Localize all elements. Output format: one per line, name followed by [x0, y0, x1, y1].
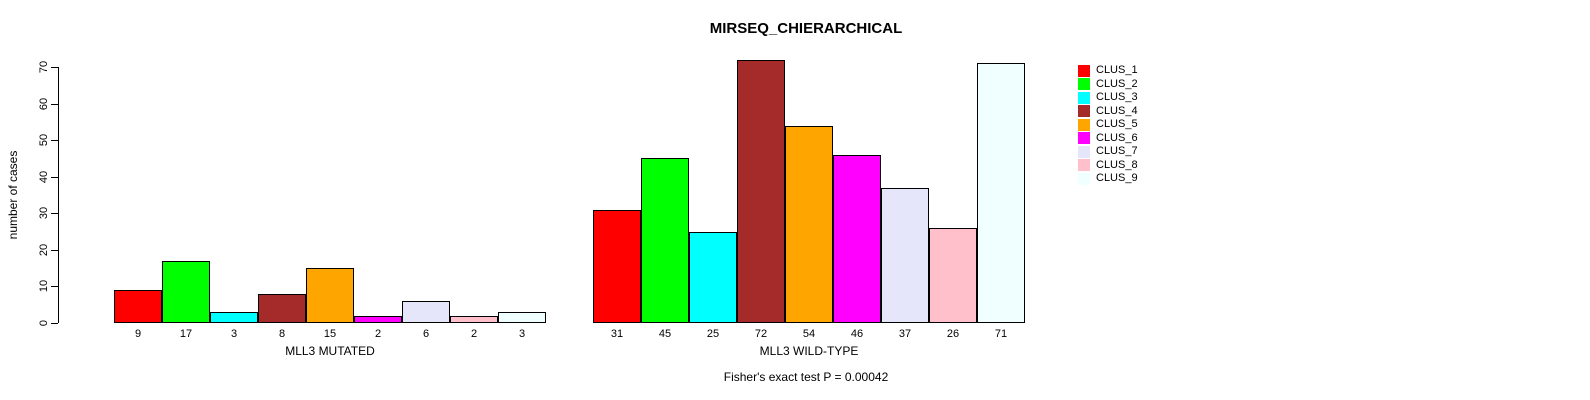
- legend-swatch-icon: [1078, 78, 1090, 91]
- x-axis-label-mll3-wild-type: MLL3 WILD-TYPE: [759, 344, 859, 358]
- bar-clus_3-group2: [689, 232, 737, 323]
- bar-value-label: 31: [610, 328, 624, 340]
- legend-swatch-icon: [1078, 91, 1090, 104]
- y-tick-label: 30: [38, 206, 50, 220]
- y-tick-label: 50: [38, 133, 50, 147]
- legend-item-clus_9: CLUS_9: [1078, 172, 1138, 186]
- bar-value-label: 46: [850, 328, 864, 340]
- bar-clus_3-group1: [210, 312, 258, 323]
- bar-value-label: 8: [278, 328, 286, 340]
- bar-clus_1-group1: [114, 290, 162, 323]
- bar-value-label: 2: [470, 328, 478, 340]
- bar-clus_8-group2: [929, 228, 977, 323]
- bar-clus_9-group2: [977, 63, 1025, 323]
- bar-clus_6-group2: [833, 155, 881, 323]
- legend-swatch-icon: [1078, 132, 1090, 145]
- legend-label: CLUS_8: [1096, 158, 1138, 171]
- bar-clus_5-group1: [306, 268, 354, 323]
- y-tick-mark: [51, 177, 58, 178]
- legend-item-clus_2: CLUS_2: [1078, 78, 1138, 92]
- legend-swatch-icon: [1078, 172, 1090, 185]
- legend-label: CLUS_5: [1096, 118, 1138, 130]
- y-tick-label: 10: [38, 279, 50, 293]
- y-tick-mark: [51, 286, 58, 287]
- legend-label: CLUS_2: [1096, 77, 1138, 90]
- y-tick-mark: [51, 213, 58, 214]
- y-tick-label: 40: [38, 170, 50, 184]
- bar-clus_1-group2: [593, 210, 641, 323]
- legend-item-clus_5: CLUS_5: [1078, 118, 1138, 132]
- legend-label: CLUS_4: [1096, 104, 1138, 117]
- bar-clus_5-group2: [785, 126, 833, 323]
- bar-value-label: 3: [518, 328, 526, 340]
- y-tick-mark: [51, 323, 58, 324]
- legend-swatch-icon: [1078, 105, 1090, 118]
- y-tick-mark: [51, 250, 58, 251]
- x-axis-label-mll3-mutated: MLL3 MUTATED: [285, 344, 375, 358]
- y-axis: [58, 67, 59, 323]
- legend-swatch-icon: [1078, 64, 1090, 77]
- y-tick-mark: [51, 67, 58, 68]
- legend-label: CLUS_7: [1096, 145, 1138, 157]
- legend-item-clus_3: CLUS_3: [1078, 91, 1138, 105]
- bar-value-label: 15: [323, 328, 337, 340]
- y-tick-mark: [51, 140, 58, 141]
- legend-item-clus_8: CLUS_8: [1078, 159, 1138, 173]
- bar-clus_2-group2: [641, 158, 689, 323]
- legend-swatch-icon: [1078, 118, 1090, 131]
- bar-clus_4-group2: [737, 60, 785, 323]
- bar-clus_7-group2: [881, 188, 929, 323]
- legend-label: CLUS_3: [1096, 91, 1138, 103]
- bar-value-label: 72: [754, 328, 768, 340]
- y-tick-label: 70: [38, 60, 50, 74]
- bar-clus_8-group1: [450, 316, 498, 323]
- legend-label: CLUS_6: [1096, 131, 1138, 144]
- bar-clus_9-group1: [498, 312, 546, 323]
- bar-clus_6-group1: [354, 316, 402, 323]
- y-tick-mark: [51, 104, 58, 105]
- bar-value-label: 37: [898, 328, 912, 340]
- y-tick-label: 20: [38, 243, 50, 257]
- legend-item-clus_1: CLUS_1: [1078, 64, 1138, 78]
- legend-swatch-icon: [1078, 145, 1090, 158]
- bar-value-label: 45: [658, 328, 672, 340]
- y-axis-label: number of cases: [6, 150, 20, 240]
- bar-clus_2-group1: [162, 261, 210, 323]
- bar-clus_4-group1: [258, 294, 306, 323]
- legend-swatch-icon: [1078, 159, 1090, 172]
- bar-value-label: 26: [946, 328, 960, 340]
- legend-item-clus_7: CLUS_7: [1078, 145, 1138, 159]
- chart-title: MIRSEQ_CHIERARCHICAL: [709, 20, 903, 37]
- bar-value-label: 25: [706, 328, 720, 340]
- legend-label: CLUS_1: [1096, 64, 1138, 76]
- bar-value-label: 54: [802, 328, 816, 340]
- y-tick-label: 0: [38, 319, 50, 327]
- legend-item-clus_4: CLUS_4: [1078, 105, 1138, 119]
- legend-label: CLUS_9: [1096, 172, 1138, 184]
- bar-value-label: 2: [374, 328, 382, 340]
- bar-value-label: 17: [179, 328, 193, 340]
- fisher-test-annotation: Fisher's exact test P = 0.00042: [723, 370, 889, 384]
- legend-item-clus_6: CLUS_6: [1078, 132, 1138, 146]
- bar-value-label: 3: [230, 328, 238, 340]
- bar-clus_7-group1: [402, 301, 450, 323]
- bar-value-label: 71: [994, 328, 1008, 340]
- legend: CLUS_1 CLUS_2 CLUS_3 CLUS_4 CLUS_5 CLUS_6 CLUS…: [1078, 64, 1138, 186]
- bar-value-label: 9: [134, 328, 142, 340]
- bar-value-label: 6: [422, 328, 430, 340]
- y-tick-label: 60: [38, 97, 50, 111]
